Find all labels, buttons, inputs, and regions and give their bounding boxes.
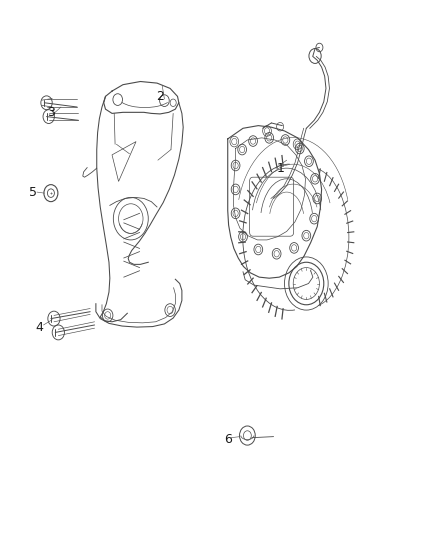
Text: 4: 4 [35, 321, 43, 334]
Text: 1: 1 [276, 161, 284, 175]
Text: 6: 6 [224, 433, 232, 446]
Text: 5: 5 [29, 185, 37, 199]
Text: 3: 3 [47, 106, 55, 119]
Text: 2: 2 [156, 90, 164, 103]
